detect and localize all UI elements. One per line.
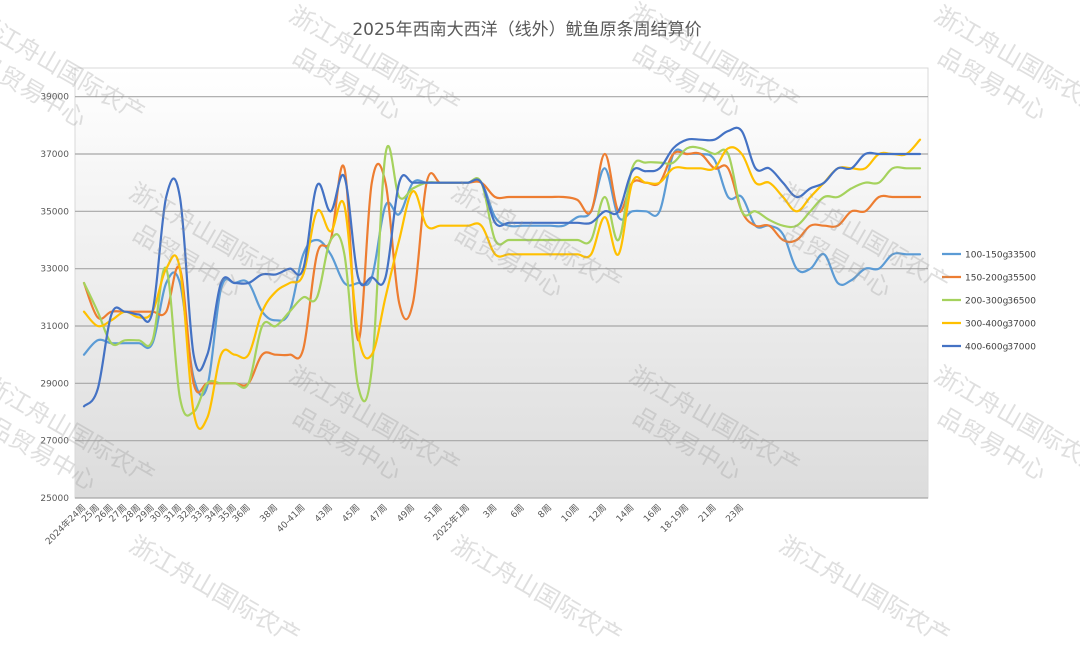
y-axis-ticks: 25000 27000 29000 31000 33000 35000 37000 39000 xyxy=(40,93,69,504)
legend-value: 37000 xyxy=(1007,343,1036,353)
legend-label: 100-150g xyxy=(965,251,1008,261)
y-tick-label: 33000 xyxy=(40,265,69,275)
series-line-200-300g xyxy=(82,144,922,417)
series-line-100-150g xyxy=(82,148,922,397)
y-tick-label: 25000 xyxy=(40,494,69,504)
y-tick-label: 27000 xyxy=(40,437,69,447)
legend-label: 300-400g xyxy=(965,320,1008,330)
line-chart: 2025年西南大西洋（线外）鱿鱼原条周结算价 25000 27000 29000 31… xyxy=(40,20,1037,548)
legend-label: 200-300g xyxy=(965,297,1008,307)
legend-value: 35500 xyxy=(1007,274,1036,284)
legend-label: 400-600g xyxy=(965,343,1008,353)
y-tick-label: 39000 xyxy=(40,93,69,103)
series-lines xyxy=(82,126,922,430)
y-tick-label: 31000 xyxy=(40,322,69,332)
chart-title: 2025年西南大西洋（线外）鱿鱼原条周结算价 xyxy=(352,20,701,40)
legend-value: 36500 xyxy=(1007,297,1036,307)
plot-area xyxy=(74,67,929,499)
legend-label: 150-200g xyxy=(965,274,1008,284)
y-tick-label: 35000 xyxy=(40,207,69,217)
y-tick-label: 29000 xyxy=(40,379,69,389)
legend-value: 33500 xyxy=(1007,251,1036,261)
legend: 100-150g 33500 150-200g 35500 200-300g 36500 3… xyxy=(942,251,1036,353)
series-line-300-400g xyxy=(82,138,922,430)
series-line-400-600g xyxy=(82,126,922,408)
legend-value: 37000 xyxy=(1007,320,1036,330)
y-tick-label: 37000 xyxy=(40,150,69,160)
